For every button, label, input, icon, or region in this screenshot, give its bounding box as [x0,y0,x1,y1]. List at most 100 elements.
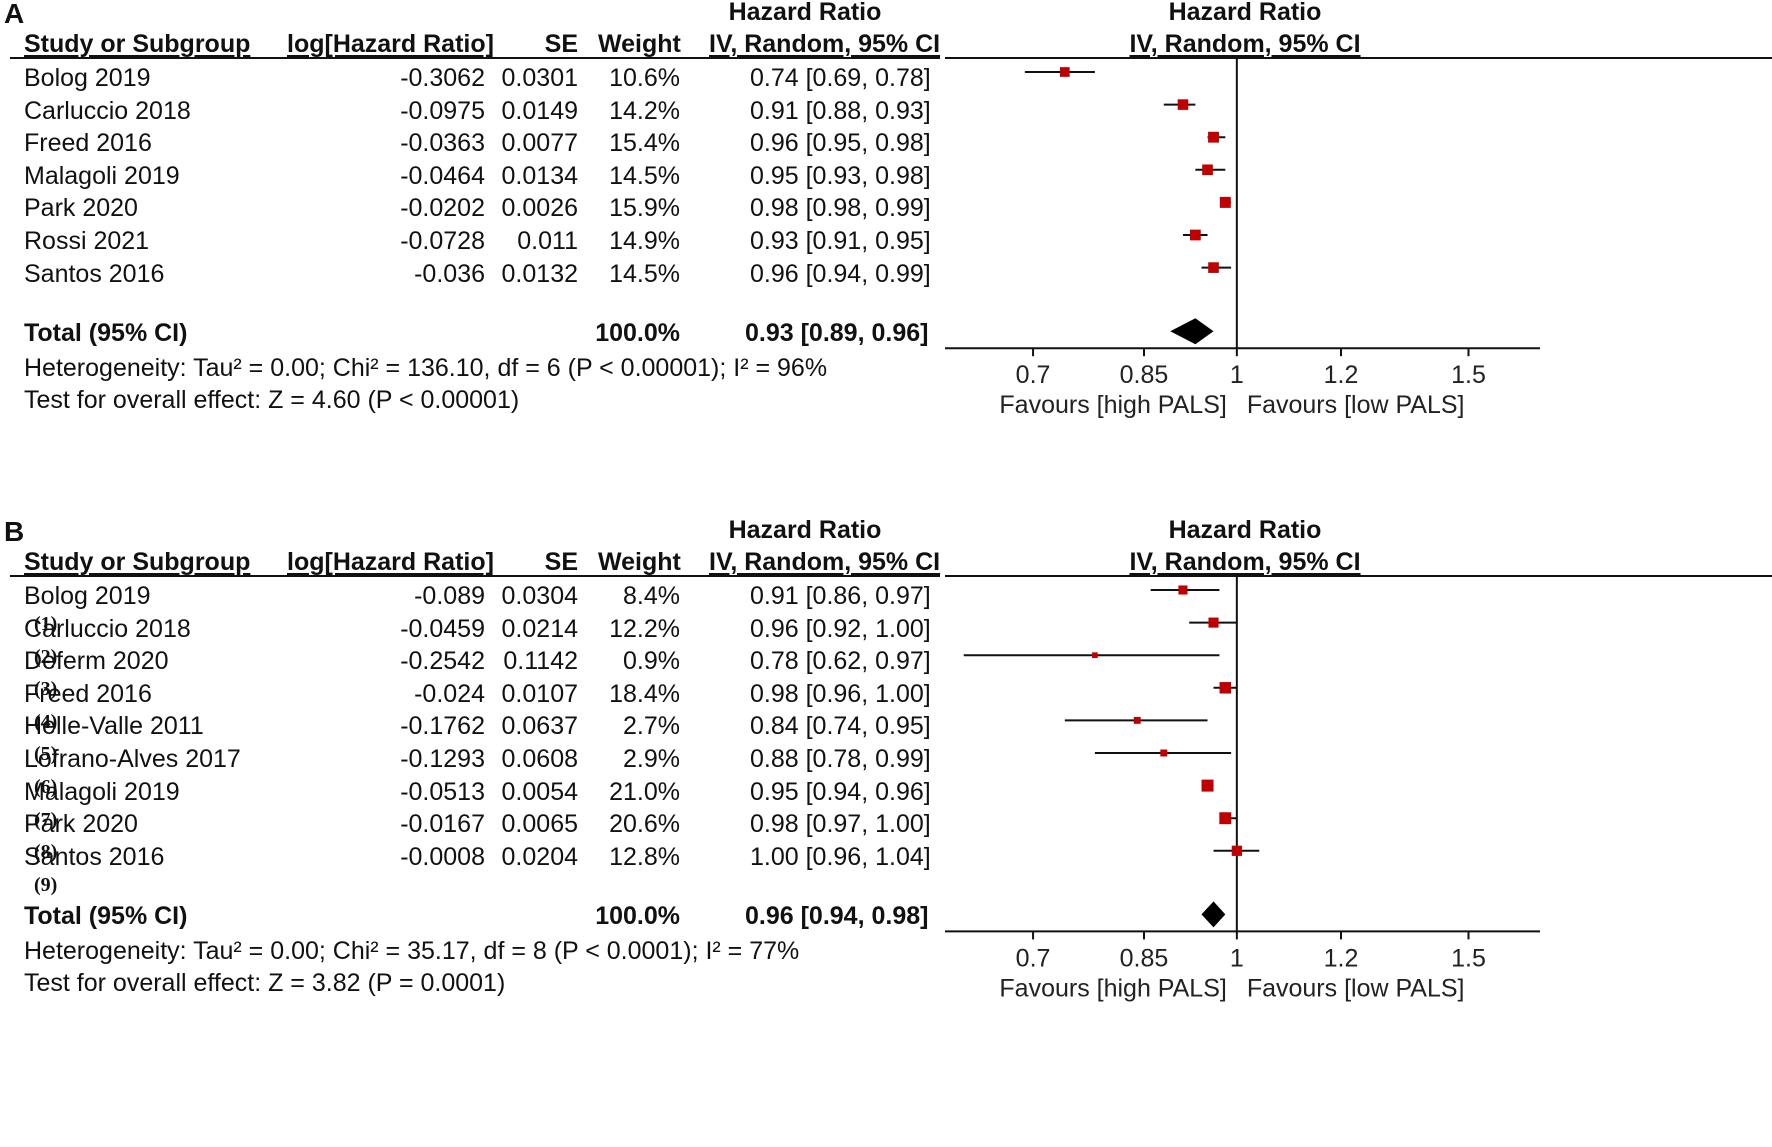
hr-ci-value: 0.91 [0.86, 0.97] [750,582,931,610]
se-value: 0.0637 [501,712,578,741]
loghr-value: -0.1762 [400,712,485,741]
study-name: Santos 2016 [24,259,165,288]
x-tick-label: 1 [1230,361,1244,389]
loghr-value: -0.0008 [400,842,485,871]
loghr-column-header: log[Hazard Ratio] [287,30,494,58]
se-value: 0.0065 [501,810,578,839]
favours-right-label: Favours [low PALS] [1247,974,1465,1002]
footnote-marker: (6) [34,776,58,798]
hr-ci-value: 0.93 [0.91, 0.95] [750,227,931,255]
loghr-value: -0.0728 [400,227,485,255]
hr-ci-value: 0.95 [0.93, 0.98] [750,161,931,190]
footnote-marker: (7) [34,808,58,831]
study-name-cell: Santos 2016 (9) [24,842,164,904]
x-tick-label: 0.85 [1120,361,1169,389]
study-effect-marker [1092,652,1098,659]
loghr-value: -0.0363 [400,129,485,158]
panel-label: A [4,0,25,29]
study-name: Freed 2016 [24,129,152,158]
footnote-marker: (1) [34,613,58,635]
se-value: 0.0132 [501,259,578,288]
panel-label: B [4,516,25,547]
total-ci: 0.93 [0.89, 0.96] [745,319,929,348]
se-value: 0.0214 [501,614,578,643]
study-name: Malagoli 2019 [24,777,180,806]
heterogeneity-text: Heterogeneity: Tau² = 0.00; Chi² = 136.1… [24,354,828,383]
weight-value: 15.9% [609,194,680,223]
loghr-value: -0.0513 [400,777,485,806]
x-tick-label: 1 [1230,944,1244,972]
header-rule-left [10,575,940,577]
loghr-value: -0.0459 [400,614,485,643]
se-value: 0.0301 [501,64,578,92]
study-effect-marker [1201,779,1214,792]
plot-ci-column-header: IV, Random, 95% CI [1129,30,1361,58]
study-name: Rossi 2021 [24,227,150,255]
hr-ci-value: 0.98 [0.96, 1.00] [750,679,931,708]
forest-plot-panel-b: B Hazard Ratio Hazard Ratio Study or Subgr… [0,516,1772,1018]
pooled-effect-diamond [1170,318,1214,345]
total-label: Total (95% CI) [24,319,188,348]
forest-plot-svg: 0.7 0.85 1 1.2 1.5 Favours [high PALS] Favours… [945,58,1540,419]
study-effect-marker [1208,617,1219,628]
study-name: Bolog 2019 [24,64,151,92]
weight-value: 2.9% [623,745,680,773]
hr-ci-value: 0.88 [0.78, 0.99] [750,745,931,773]
hr-column-title: Hazard Ratio [728,0,882,26]
hr-ci-value: 0.96 [0.95, 0.98] [750,129,931,158]
footnote-marker: (5) [34,743,58,766]
study-name: Santos 2016 [24,842,165,871]
hr-ci-value: 0.96 [0.92, 1.00] [750,614,931,643]
se-value: 0.0608 [501,745,578,773]
weight-value: 2.7% [623,712,680,741]
x-tick-label: 1.2 [1324,361,1359,389]
study-name-cell: Helle-Valle 2011 (5) [24,711,204,773]
hr-ci-value: 0.98 [0.98, 0.99] [750,194,931,223]
weight-value: 12.2% [609,614,680,643]
study-name-cell: Bolog 2019 (1) [24,581,151,643]
plot-column-title: Hazard Ratio [1168,516,1322,544]
hr-ci-value: 0.96 [0.94, 0.99] [750,259,931,288]
favours-right-label: Favours [low PALS] [1247,391,1465,419]
loghr-value: -0.3062 [400,64,485,92]
se-value: 0.0304 [501,582,578,610]
favours-left-label: Favours [high PALS] [999,391,1226,419]
weight-value: 14.9% [609,227,680,255]
study-effect-marker [1190,229,1201,241]
total-label: Total (95% CI) [24,902,188,931]
weight-value: 14.5% [609,259,680,288]
header-rule-left [10,57,940,59]
hr-ci-value: 0.74 [0.69, 0.78] [750,64,931,92]
hr-ci-column-header: IV, Random, 95% CI [709,30,941,58]
hr-ci-value: 0.91 [0.88, 0.93] [750,96,931,125]
study-name-cell: Lofrano-Alves 2017 (6) [24,744,241,806]
overall-effect-text: Test for overall effect: Z = 3.82 (P = 0… [24,969,506,998]
hr-ci-value: 0.78 [0.62, 0.97] [750,647,931,676]
weight-value: 8.4% [623,582,680,610]
study-effect-marker [1059,67,1070,77]
study-effect-marker [1178,585,1188,595]
se-value: 0.1142 [503,647,578,676]
footnote-marker: (3) [34,678,58,701]
study-name: Lofrano-Alves 2017 [24,745,241,773]
study-name: Freed 2016 [24,679,152,708]
hr-ci-value: 0.95 [0.94, 0.96] [750,777,931,806]
total-weight: 100.0% [595,319,680,348]
footnote-marker: (8) [34,841,58,864]
plot-ci-column-header: IV, Random, 95% CI [1129,548,1361,576]
study-effect-marker [1133,716,1141,724]
se-value: 0.0026 [501,194,578,223]
hr-column-title: Hazard Ratio [728,516,882,544]
overall-effect-text: Test for overall effect: Z = 4.60 (P < 0… [24,386,520,415]
study-name: Park 2020 [24,810,138,839]
study-name: Park 2020 [24,194,138,223]
study-effect-marker [1219,196,1231,208]
weight-value: 20.6% [609,810,680,839]
study-name: Helle-Valle 2011 [24,712,204,741]
weight-value: 14.5% [609,161,680,190]
study-effect-marker [1231,845,1242,856]
weight-column-header: Weight [598,548,681,576]
se-value: 0.0149 [501,96,578,125]
loghr-value: -0.0202 [400,194,485,223]
study-name-cell: Carluccio 2018 (2) [24,614,191,676]
